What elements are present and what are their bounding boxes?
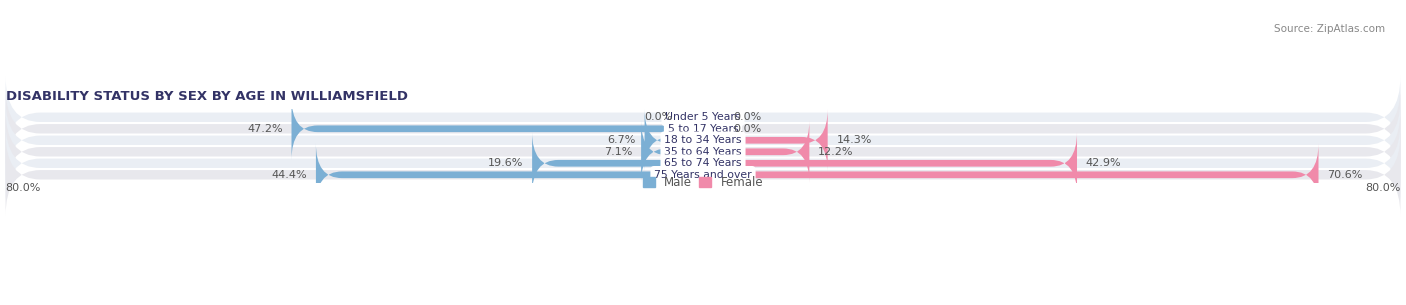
FancyBboxPatch shape [6, 76, 1400, 159]
Text: 14.3%: 14.3% [837, 135, 872, 145]
FancyBboxPatch shape [703, 144, 1319, 206]
Text: 0.0%: 0.0% [734, 124, 762, 134]
Text: 6.7%: 6.7% [607, 135, 636, 145]
FancyBboxPatch shape [531, 132, 703, 195]
FancyBboxPatch shape [644, 109, 703, 171]
Text: 80.0%: 80.0% [1365, 183, 1400, 193]
FancyBboxPatch shape [6, 99, 1400, 181]
FancyBboxPatch shape [703, 109, 828, 171]
FancyBboxPatch shape [6, 110, 1400, 193]
Text: DISABILITY STATUS BY SEX BY AGE IN WILLIAMSFIELD: DISABILITY STATUS BY SEX BY AGE IN WILLI… [6, 90, 408, 103]
FancyBboxPatch shape [6, 122, 1400, 205]
FancyBboxPatch shape [6, 88, 1400, 170]
Text: 19.6%: 19.6% [488, 158, 523, 168]
FancyBboxPatch shape [316, 144, 703, 206]
Text: 44.4%: 44.4% [271, 170, 307, 180]
Text: Source: ZipAtlas.com: Source: ZipAtlas.com [1274, 24, 1385, 34]
Text: 0.0%: 0.0% [644, 112, 672, 122]
Text: 35 to 64 Years: 35 to 64 Years [664, 147, 742, 157]
Text: 47.2%: 47.2% [247, 124, 283, 134]
FancyBboxPatch shape [6, 134, 1400, 216]
Text: 5 to 17 Years: 5 to 17 Years [668, 124, 738, 134]
FancyBboxPatch shape [703, 120, 810, 183]
Text: 12.2%: 12.2% [818, 147, 853, 157]
FancyBboxPatch shape [291, 98, 703, 160]
Text: 0.0%: 0.0% [734, 112, 762, 122]
Legend: Male, Female: Male, Female [638, 171, 768, 194]
FancyBboxPatch shape [703, 132, 1077, 195]
Text: 18 to 34 Years: 18 to 34 Years [664, 135, 742, 145]
Text: 7.1%: 7.1% [605, 147, 633, 157]
Text: Under 5 Years: Under 5 Years [665, 112, 741, 122]
Text: 75 Years and over: 75 Years and over [654, 170, 752, 180]
Text: 65 to 74 Years: 65 to 74 Years [664, 158, 742, 168]
Text: 42.9%: 42.9% [1085, 158, 1122, 168]
FancyBboxPatch shape [641, 120, 703, 183]
Text: 70.6%: 70.6% [1327, 170, 1362, 180]
Text: 80.0%: 80.0% [6, 183, 41, 193]
